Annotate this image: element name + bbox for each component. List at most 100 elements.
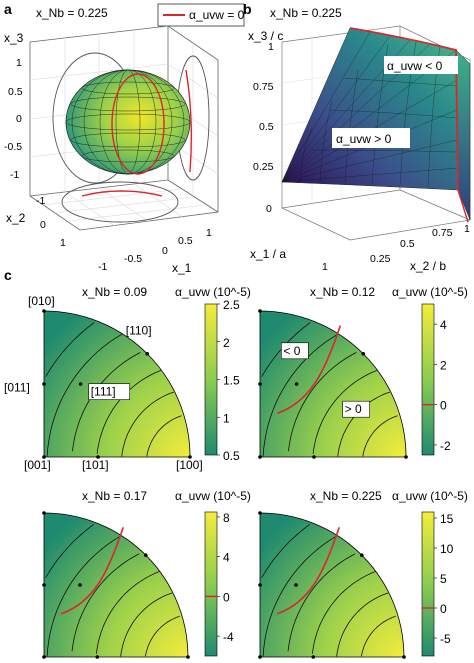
panel-a-x1-tick-4: 1 <box>206 227 212 239</box>
panel-a-legend-label: α_uvw = 0 <box>189 8 245 22</box>
subplot-c3: x_Nb = 0.17 α_uvw (10^-5) 8 4 0 -4 <box>42 489 251 659</box>
panel-c-letter: c <box>4 267 12 283</box>
panel-b-y-tick-0: 0.25 <box>370 253 391 265</box>
panel-a-x2-tick-0: -1 <box>36 195 45 207</box>
c2-contour-line <box>312 369 378 454</box>
subplot-c1: x_Nb = 0.09 α_uvw (10^-5)2.5 2 1.5 1 0.5 [010]… <box>4 285 251 472</box>
panel-a-ellipsoid <box>65 69 191 175</box>
c1-direction-dot <box>188 455 192 459</box>
c2-direction-label: > 0 <box>345 402 362 416</box>
c2-pole-figure <box>259 310 407 458</box>
c4-colorbar <box>421 511 435 657</box>
c4-direction-dot <box>258 583 262 587</box>
panel-b-z-tick-1: 0.75 <box>253 81 274 93</box>
panel-a-letter: a <box>4 1 12 17</box>
c2-label-box <box>342 400 370 418</box>
c3-contour-line <box>45 524 94 579</box>
c3-colorbar-label: α_uvw (10^-5) <box>175 489 251 503</box>
panel-b-title: x_Nb = 0.225 <box>270 6 342 20</box>
panel-b-y-tick-3: 1 <box>464 223 470 235</box>
c3-contour-line <box>71 553 140 652</box>
panel-b-z-tick-0: 1 <box>268 41 274 53</box>
c3-direction-dot <box>144 553 148 557</box>
panel-b-letter: b <box>243 1 252 17</box>
panel-a: a x_Nb = 0.225 α_uvw = 0 <box>4 1 245 275</box>
c3-pole-figure <box>43 512 189 658</box>
c4-colorbar-label: α_uvw (10^-5) <box>392 489 468 503</box>
panel-a-x1-tick-3: 0.5 <box>178 235 193 247</box>
c1-title: x_Nb = 0.09 <box>82 285 147 299</box>
c1-colorbar-tick-label: 2.5 <box>223 298 240 312</box>
c2-colorbar <box>421 303 435 456</box>
c1-direction-label: [101] <box>82 458 109 472</box>
c1-direction-label: [110] <box>126 323 152 337</box>
c1-direction-dot <box>145 351 150 356</box>
panel-b-y-ticks: 0.25 0.5 0.75 1 <box>370 223 470 265</box>
panel-b-neg-label: α_uvw < 0 <box>387 59 443 73</box>
c1-contour-line <box>46 333 123 457</box>
panel-a-x3-tick-4: -1 <box>10 169 19 181</box>
panel-b-pos-label: α_uvw > 0 <box>336 132 392 146</box>
c1-direction-label: [010] <box>28 294 55 308</box>
panel-a-x1-ticks: -1 -0.5 0 0.5 1 <box>98 227 212 273</box>
panel-a-x3-ticks: 1 0.5 0 -0.5 -1 <box>4 57 23 181</box>
c3-direction-dot <box>42 583 46 587</box>
c1-contour-line <box>121 391 174 457</box>
c3-contour-line <box>96 571 160 654</box>
c2-contour-line <box>262 333 339 457</box>
c2-direction-dot <box>404 455 408 459</box>
panel-b-z-ticks: 1 0.75 0.5 0.25 0 <box>253 41 274 215</box>
panel-b-surface <box>281 27 459 191</box>
c4-colorbar-tick-label: 15 <box>440 512 454 526</box>
c3-direction-dot <box>42 655 46 659</box>
c4-contour-line <box>312 571 376 654</box>
c4-direction-dot <box>258 511 262 515</box>
c3-title: x_Nb = 0.17 <box>82 489 147 503</box>
c4-direction-dot <box>360 553 364 557</box>
c1-colorbar <box>204 303 218 456</box>
panel-a-ellipsoid-mesh <box>65 69 191 175</box>
c1-direction-label: [011] <box>4 380 30 394</box>
c1-direction-dot <box>96 455 100 459</box>
panel-a-x3-tick-1: 0.5 <box>8 86 23 98</box>
panel-a-legend-box <box>157 3 245 27</box>
panel-b-zero-contour-edge <box>457 189 469 223</box>
c2-direction-dot <box>294 382 299 386</box>
c1-colorbar-label: α_uvw (10^-5) <box>175 285 251 299</box>
subplot-c2: x_Nb = 0.12 α_uvw (10^-5) 4 2 0 -2 < 0 > 0 <box>258 285 468 459</box>
c4-contour-line <box>261 524 310 579</box>
c2-direction-dot <box>312 455 316 459</box>
c1-direction-dot <box>42 455 46 459</box>
panel-b-z-label: x_3 / c <box>248 29 283 43</box>
c1-contour-line <box>96 369 162 454</box>
c4-colorbar-tick-label: 0 <box>440 602 447 616</box>
panel-a-x3-label: x_3 <box>4 31 24 45</box>
c2-contour-line <box>362 415 398 457</box>
c3-colorbar-tick-label: 0 <box>223 590 230 604</box>
panel-b-pos-label-bg <box>332 128 410 148</box>
panel-b-y-tick-1: 0.5 <box>400 238 415 250</box>
c3-contour-line <box>120 592 173 657</box>
c2-colorbar-tick-label: 0 <box>440 399 447 413</box>
c3-contour-line <box>145 615 180 657</box>
panel-a-title: x_Nb = 0.225 <box>36 6 108 20</box>
panel-a-x2-tick-1: 0 <box>40 219 46 231</box>
c2-colorbar-tick-label: -2 <box>440 439 451 453</box>
c1-direction-dot <box>42 382 46 386</box>
c4-direction-dot <box>294 583 298 587</box>
c1-label-box <box>88 383 131 400</box>
c1-direction-label: [001] <box>24 458 51 472</box>
panel-b-y-label: x_2 / b <box>410 259 446 273</box>
c2-contour-line <box>288 352 357 452</box>
c4-direction-dot <box>258 655 262 659</box>
c4-direction-dot <box>402 655 406 659</box>
c2-colorbar-tick-label: 2 <box>440 358 447 372</box>
panel-a-x3-tick-2: 0 <box>16 113 22 125</box>
panel-b-z-tick-3: 0.25 <box>253 161 274 173</box>
panel-b-zero-contour <box>349 27 459 191</box>
panel-a-x2-tick-2: 1 <box>60 237 66 249</box>
panel-b-z-tick-4: 0 <box>266 203 272 215</box>
panel-a-x2-ticks: -1 0 1 <box>36 195 66 249</box>
c3-zero-contour <box>61 527 124 615</box>
